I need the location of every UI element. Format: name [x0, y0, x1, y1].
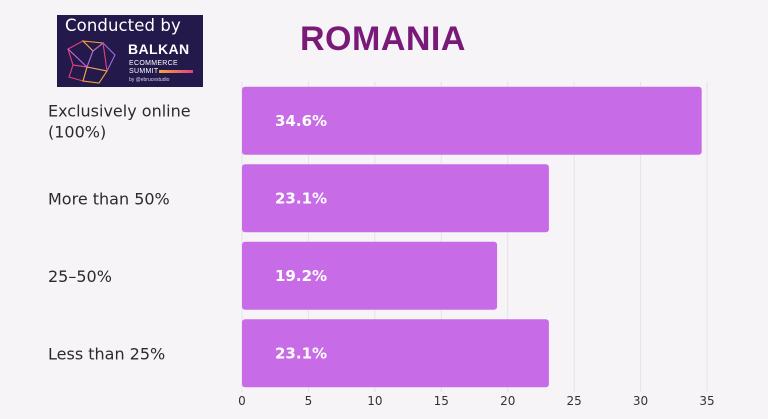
- x-tick-label: 30: [633, 394, 648, 408]
- x-tick-label: 35: [699, 394, 714, 408]
- bar: [242, 164, 549, 233]
- x-tick-label: 5: [305, 394, 313, 408]
- bar: [242, 241, 498, 310]
- logo-accent-bar: [159, 70, 193, 73]
- logo-conducted-by: Conducted by: [65, 16, 181, 35]
- bar: [242, 319, 549, 388]
- geometric-wolf-icon: [67, 40, 116, 84]
- category-label: Less than 25%: [48, 344, 165, 363]
- bar-value-label: 23.1%: [275, 344, 327, 362]
- x-tick-label: 10: [367, 394, 382, 408]
- logo-subtitle-2: SUMMIT: [129, 68, 159, 75]
- x-tick-label: 25: [567, 394, 582, 408]
- logo-by-line: by @ebrucestudio: [129, 77, 170, 83]
- category-label: Exclusively online: [48, 101, 191, 120]
- x-tick-label: 15: [434, 394, 449, 408]
- category-label: More than 50%: [48, 189, 170, 208]
- bar: [242, 86, 702, 155]
- balkan-ecommerce-summit-logo: Conducted by BALKAN ECOMMERCE SUMMIT by …: [57, 15, 203, 87]
- bar-value-label: 34.6%: [275, 112, 327, 130]
- x-tick-label: 20: [500, 394, 515, 408]
- x-tick-label: 0: [238, 394, 246, 408]
- chart-title: ROMANIA: [300, 20, 466, 58]
- bar-value-label: 23.1%: [275, 189, 327, 207]
- logo-name: BALKAN: [128, 41, 190, 57]
- bar-value-label: 19.2%: [275, 267, 327, 285]
- category-label: (100%): [48, 122, 106, 141]
- logo-subtitle-1: ECOMMERCE: [129, 60, 178, 67]
- category-label: 25–50%: [48, 267, 112, 286]
